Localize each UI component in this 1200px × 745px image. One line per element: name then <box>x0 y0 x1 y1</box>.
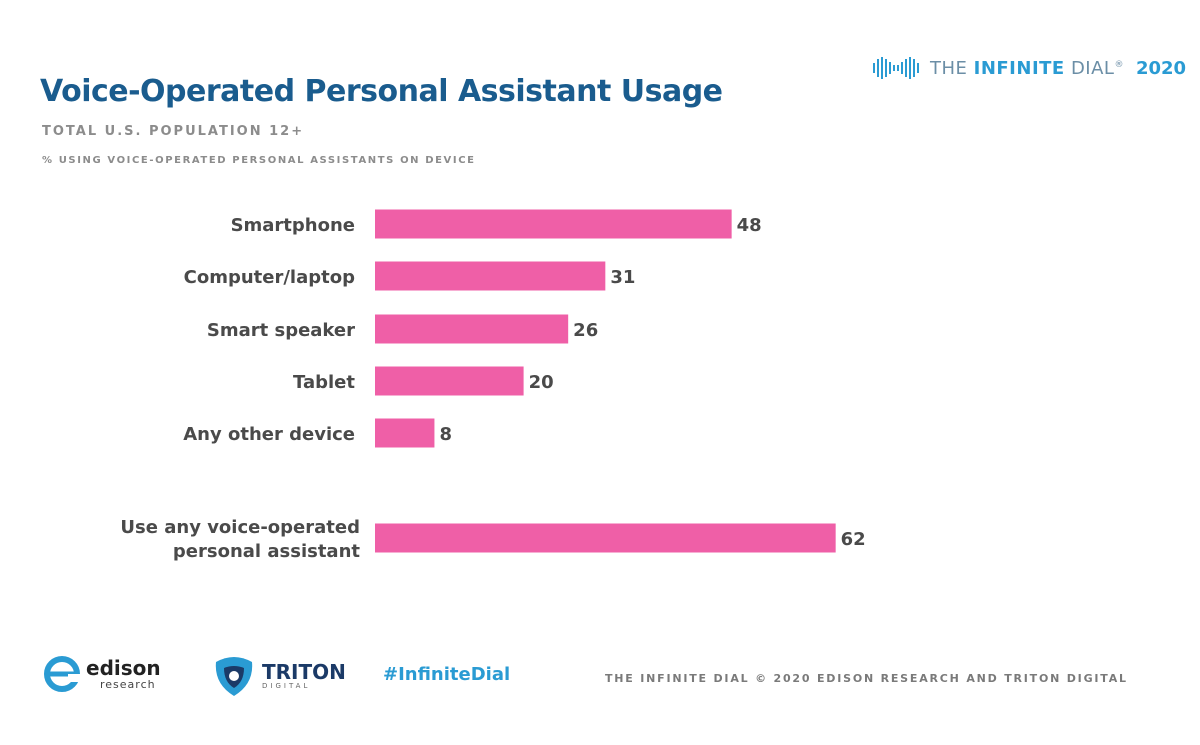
bar-value-label: 31 <box>610 267 635 288</box>
category-label: Smartphone <box>231 215 355 236</box>
hashtag: #InfiniteDial <box>383 664 511 685</box>
footer-credit: THE INFINITE DIAL © 2020 EDISON RESEARCH… <box>605 672 1128 685</box>
triton-sub: DIGITAL <box>262 682 311 690</box>
bar <box>375 314 569 344</box>
category-label: Computer/laptop <box>184 267 355 288</box>
bar-value-label: 20 <box>529 372 554 393</box>
edison-e-icon <box>44 656 80 692</box>
category-label: Any other device <box>183 424 355 445</box>
category-label: Use any voice-operated <box>120 517 360 538</box>
bar-chart: 48 Smartphone 31 Computer/laptop 26 Smart spe… <box>120 209 866 562</box>
triton-name: TRITON <box>262 660 346 684</box>
chart-title: Voice-Operated Personal Assistant Usage <box>40 74 723 109</box>
edison-sub: research <box>100 677 156 691</box>
brand-text: THE INFINITE DIAL® <box>930 57 1124 79</box>
bar <box>375 209 732 239</box>
bar <box>375 523 836 553</box>
triton-shield-icon <box>215 657 253 696</box>
bar <box>375 418 435 448</box>
chart-note: % USING VOICE-OPERATED PERSONAL ASSISTAN… <box>42 155 476 166</box>
category-label: Smart speaker <box>207 320 355 341</box>
brand-year: 2020 <box>1135 57 1187 79</box>
bar <box>375 366 524 396</box>
edison-name: edison <box>86 655 161 680</box>
bar-value-label: 48 <box>737 215 762 236</box>
category-label: personal assistant <box>173 541 360 562</box>
infinite-dial-logo: THE INFINITE DIAL® 2020 <box>870 52 1186 84</box>
bar <box>375 261 606 291</box>
bar-value-label: 62 <box>841 529 866 550</box>
category-label: Tablet <box>293 372 355 393</box>
bar-value-label: 26 <box>573 320 598 341</box>
edison-research-logo: edison research <box>42 652 161 696</box>
triton-digital-logo: TRITON DIGITAL <box>212 654 346 698</box>
bar-value-label: 8 <box>439 424 452 445</box>
chart-subtitle: TOTAL U.S. POPULATION 12+ <box>42 124 305 139</box>
infinity-icon <box>873 57 919 79</box>
